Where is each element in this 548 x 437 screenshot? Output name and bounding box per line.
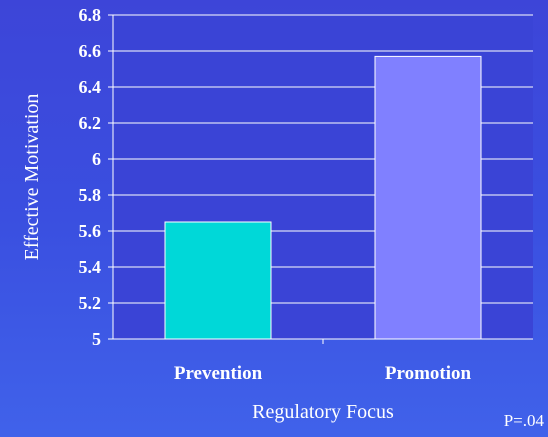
bars [164, 55, 482, 340]
y-axis-label: Effective Motivation [21, 94, 43, 261]
y-tick-label: 6.2 [79, 113, 102, 133]
x-tick-labels: Prevention Promotion [174, 339, 472, 384]
x-tick-label-prevention: Prevention [174, 363, 263, 384]
y-tick-labels: 5 5.2 5.4 5.6 5.8 6 6.2 6.4 6.6 6.8 [79, 5, 113, 349]
y-tick-label: 6 [92, 149, 101, 169]
x-axis-label: Regulatory Focus [252, 401, 394, 423]
y-tick-label: 5.8 [79, 185, 102, 205]
y-tick-label: 5.6 [79, 221, 102, 241]
y-tick-label: 6.6 [79, 41, 102, 61]
y-tick-label: 5.2 [79, 293, 102, 313]
y-tick-label: 6.8 [79, 5, 102, 25]
bar-promotion [374, 55, 482, 340]
p-value-note: P=.04 [503, 411, 544, 430]
bar-prevention [164, 221, 272, 340]
y-tick-label: 5 [92, 329, 101, 349]
y-tick-label: 6.4 [79, 77, 102, 97]
x-tick-label-promotion: Promotion [385, 363, 472, 384]
y-tick-label: 5.4 [79, 257, 102, 277]
